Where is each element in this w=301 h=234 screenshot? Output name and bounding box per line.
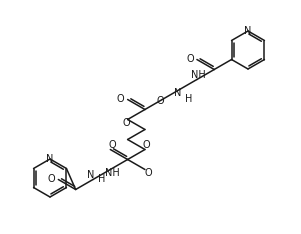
Text: O: O	[157, 95, 164, 106]
Text: O: O	[123, 118, 130, 128]
Text: H: H	[98, 175, 105, 184]
Text: N: N	[87, 171, 95, 180]
Text: O: O	[48, 175, 55, 184]
Text: O: O	[144, 168, 152, 178]
Text: N: N	[174, 88, 181, 99]
Text: O: O	[142, 140, 150, 150]
Text: NH: NH	[191, 70, 205, 80]
Text: O: O	[117, 95, 125, 105]
Text: H: H	[185, 94, 192, 103]
Text: N: N	[244, 26, 252, 36]
Text: NH: NH	[105, 168, 120, 179]
Text: O: O	[186, 55, 194, 65]
Text: N: N	[46, 154, 54, 164]
Text: O: O	[108, 140, 116, 150]
